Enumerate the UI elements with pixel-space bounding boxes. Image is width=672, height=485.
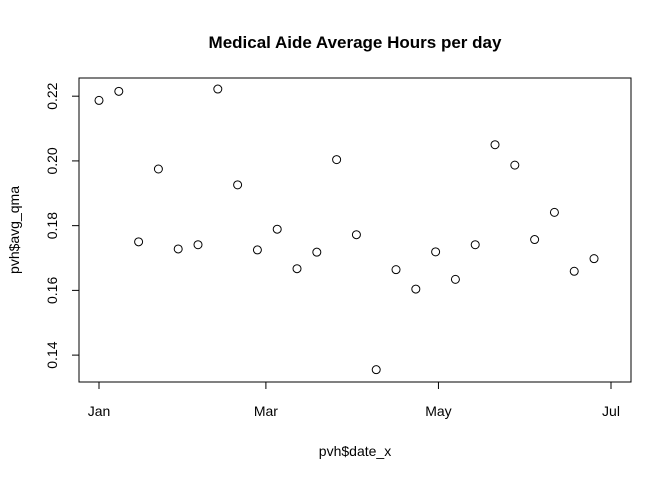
data-point (332, 155, 342, 165)
y-tick-label: 0.22 (44, 82, 60, 109)
x-tick-label: May (425, 403, 451, 419)
y-tick-label: 0.16 (44, 277, 60, 304)
data-point (114, 86, 124, 96)
data-point (94, 95, 104, 105)
data-point (470, 240, 480, 250)
data-point (292, 264, 302, 274)
x-axis-label: pvh$date_x (319, 443, 391, 459)
data-point (411, 284, 421, 294)
data-point (134, 237, 144, 247)
data-point (233, 180, 243, 190)
data-point (153, 164, 163, 174)
data-points (94, 84, 599, 375)
data-point (510, 160, 520, 170)
y-tick-label: 0.18 (44, 212, 60, 239)
data-point (569, 266, 579, 276)
data-point (213, 84, 223, 94)
x-tick-label: Jan (88, 403, 111, 419)
data-point (272, 224, 282, 234)
data-point (312, 247, 322, 257)
y-tick-label: 0.20 (44, 147, 60, 174)
data-point (589, 254, 599, 264)
data-point (193, 240, 203, 250)
y-tick-label: 0.14 (44, 341, 60, 368)
data-point (490, 140, 500, 150)
data-point (173, 244, 183, 254)
chart-title: Medical Aide Average Hours per day (209, 33, 502, 52)
x-axis: Jan Mar May Jul (88, 382, 620, 419)
y-axis: 0.14 0.16 0.18 0.20 0.22 (44, 82, 79, 369)
data-point (371, 365, 381, 375)
data-point (450, 274, 460, 284)
data-point (530, 235, 540, 245)
data-point (391, 265, 401, 275)
data-point (252, 245, 262, 255)
data-point (549, 207, 559, 217)
data-point (431, 247, 441, 257)
data-point (351, 230, 361, 240)
y-axis-label: pvh$avg_qma (6, 186, 22, 274)
x-tick-label: Mar (254, 403, 278, 419)
plot-box (78, 77, 632, 383)
x-tick-label: Jul (602, 403, 620, 419)
